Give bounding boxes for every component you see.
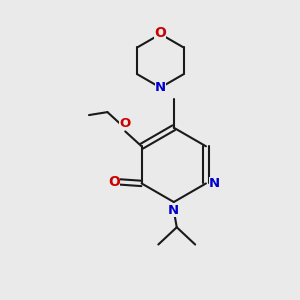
Text: N: N	[155, 81, 166, 94]
Text: N: N	[209, 177, 220, 190]
Text: O: O	[108, 175, 120, 189]
Text: O: O	[119, 118, 130, 130]
Text: N: N	[168, 204, 179, 217]
Text: O: O	[154, 26, 166, 40]
